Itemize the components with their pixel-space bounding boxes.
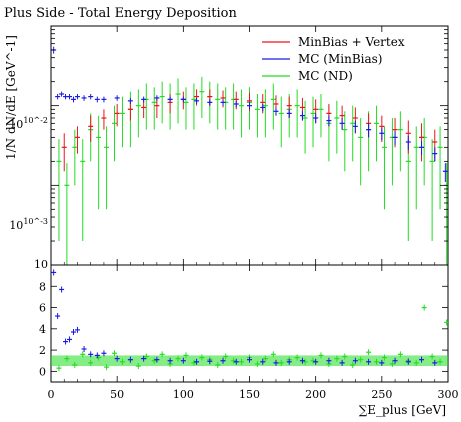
series-mc-nd-ratio — [56, 304, 450, 372]
ratio-y-tick-label: 2 — [39, 344, 46, 357]
x-tick-label: 150 — [239, 388, 260, 401]
legend-label-minbias-vertex: MinBias + Vertex — [298, 35, 405, 49]
main-plot-frame — [50, 25, 449, 266]
x-tick-label: 0 — [48, 388, 55, 401]
y-axis-label: 1/N dN/dE [GeV^-1] — [4, 35, 18, 160]
ratio-axis-ticks: 0 50 100 150 200 250 300 0 2 4 6 8 — [39, 262, 459, 401]
x-tick-label: 50 — [110, 388, 124, 401]
x-tick-label: 250 — [371, 388, 392, 401]
legend-label-mc-nd: MC (ND) — [298, 69, 353, 83]
series-mc-minbias-main — [51, 46, 448, 183]
x-tick-label: 300 — [438, 388, 459, 401]
main-plot-panel: 1010^-2 1010^-3 10 1/N dN/dE [GeV^-1] Mi… — [4, 25, 450, 271]
ratio-y-tick-label: 6 — [39, 302, 46, 315]
ratio-y-tick-label: 8 — [39, 280, 46, 293]
x-axis-label: ∑E_plus [GeV] — [359, 403, 446, 417]
chart-title: Plus Side - Total Energy Deposition — [4, 6, 237, 21]
legend-label-mc-minbias: MC (MinBias) — [298, 52, 382, 66]
y-tick-label-1e-3: 1010^-3 — [9, 217, 48, 232]
x-tick-label: 200 — [305, 388, 326, 401]
series-mc-nd-main — [56, 76, 450, 265]
series-minbias-vertex-main — [61, 89, 438, 172]
series-mc-minbias-ratio — [51, 269, 438, 366]
legend: MinBias + Vertex MC (MinBias) MC (ND) — [262, 35, 405, 83]
ratio-panel: 0 50 100 150 200 250 300 0 2 4 6 8 ∑E_plus [GeV] — [39, 262, 459, 417]
ratio-y-tick-label: 0 — [39, 365, 46, 378]
x-tick-label: 100 — [173, 388, 194, 401]
ratio-y-tick-label: 4 — [39, 323, 46, 336]
main-y-ticks — [50, 25, 449, 266]
y-tick-label-bottom: 10 — [34, 258, 48, 271]
